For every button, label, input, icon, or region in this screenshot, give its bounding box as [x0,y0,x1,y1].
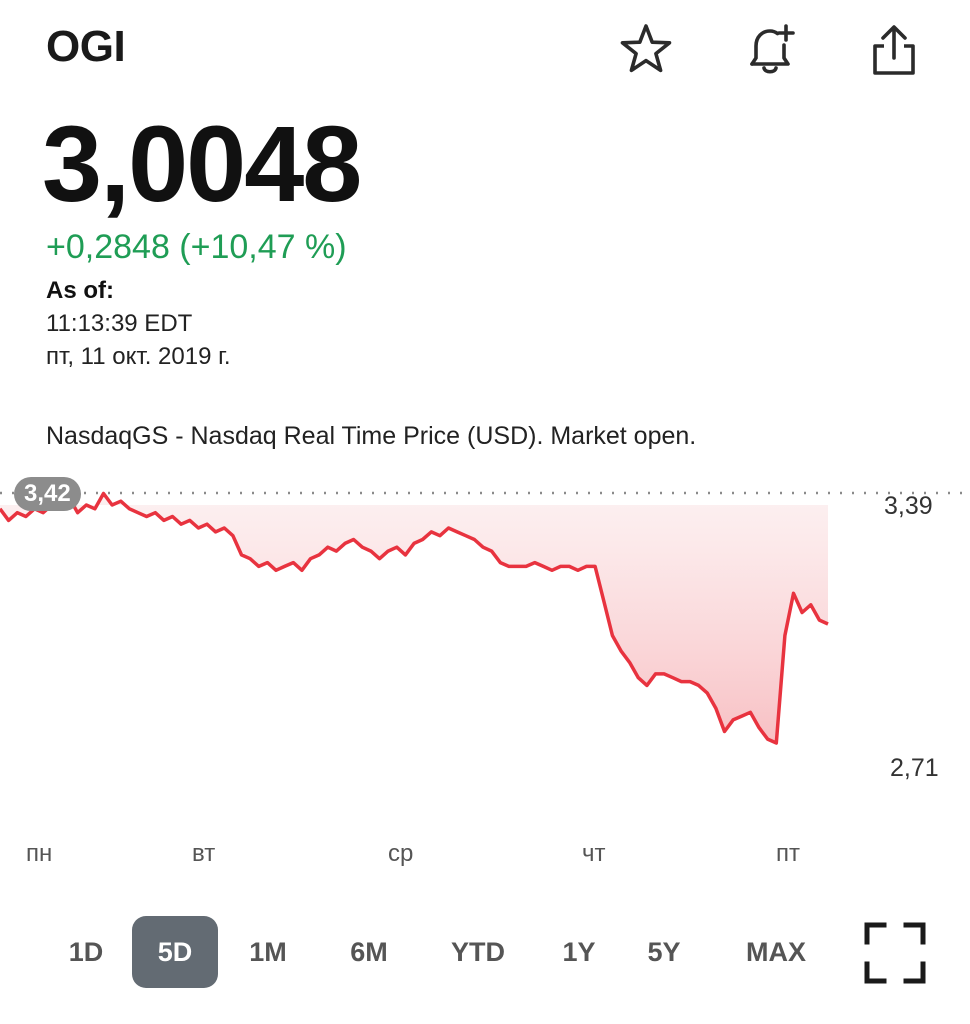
y-axis-min-label: 2,71 [890,754,939,782]
range-tab-5d[interactable]: 5D [132,916,218,988]
range-tab-5y[interactable]: 5Y [647,936,681,967]
x-label-fri: пт [776,840,800,867]
as-of-label: As of: [46,277,114,304]
range-tab-1y[interactable]: 1Y [562,936,596,967]
share-button[interactable] [862,18,926,82]
range-tab-max[interactable]: MAX [746,936,806,967]
x-label-mon: пн [26,840,53,867]
range-selector: 1D 5D 1M 6M YTD 1Y 5Y MAX [0,916,970,990]
price-line [0,491,829,745]
y-axis-max-label: 3,39 [884,492,933,520]
watchlist-button[interactable] [614,18,678,82]
range-tab-6m[interactable]: 6M [350,936,388,967]
bell-plus-icon [750,24,795,74]
fullscreen-icon[interactable] [862,920,928,986]
market-source-line: NasdaqGS - Nasdaq Real Time Price (USD).… [46,422,697,450]
ticker-symbol: OGI [46,22,126,71]
price-change: +0,2848 (+10,47 %) [46,228,347,266]
x-label-wed: ср [388,840,414,867]
x-label-thu: чт [582,840,606,867]
range-tab-ytd[interactable]: YTD [451,936,505,967]
as-of-time: 11:13:39 EDT [46,310,193,337]
share-icon [873,25,915,75]
x-label-tue: вт [192,840,216,867]
star-icon [620,24,672,73]
range-tab-1m[interactable]: 1M [249,936,287,967]
alert-button[interactable] [738,18,802,82]
chart-area-fill [0,493,828,743]
current-price: 3,0048 [42,103,362,224]
as-of-date: пт, 11 окт. 2019 г. [46,343,231,370]
range-tab-1d[interactable]: 1D [68,936,104,967]
price-chart[interactable] [0,470,970,880]
high-price-badge: 3,42 [14,477,81,511]
